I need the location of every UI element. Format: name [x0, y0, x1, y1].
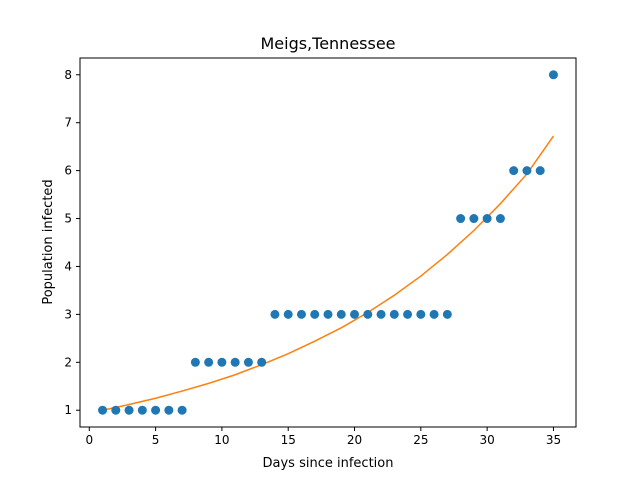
data-point: [164, 405, 174, 415]
x-tick-label: 30: [480, 433, 495, 447]
data-point: [522, 166, 532, 176]
data-point: [350, 309, 360, 319]
data-point: [416, 309, 426, 319]
axes-frame: [79, 57, 577, 428]
data-point: [509, 166, 519, 176]
x-tick-label: 0: [85, 433, 93, 447]
data-point: [190, 357, 200, 367]
data-point: [403, 309, 413, 319]
data-point: [111, 405, 121, 415]
data-point: [257, 357, 267, 367]
data-point: [230, 357, 240, 367]
x-tick-label: 15: [281, 433, 296, 447]
x-tick-label: 35: [546, 433, 561, 447]
data-point: [283, 309, 293, 319]
x-tick-label: 5: [152, 433, 160, 447]
data-point: [482, 214, 492, 224]
data-point: [429, 309, 439, 319]
data-point: [336, 309, 346, 319]
data-point: [469, 214, 479, 224]
data-point: [376, 309, 386, 319]
data-point: [177, 405, 187, 415]
x-tick-label: 25: [413, 433, 428, 447]
x-axis-label: Days since infection: [263, 456, 394, 471]
data-point: [296, 309, 306, 319]
y-axis-label: Population infected: [41, 179, 56, 304]
data-point: [442, 309, 452, 319]
data-point: [137, 405, 147, 415]
y-tick-label: 5: [64, 212, 72, 226]
data-point: [98, 405, 108, 415]
data-point: [217, 357, 227, 367]
y-tick-label: 7: [64, 116, 72, 130]
x-axis: 0 5 10 15 20 25 30 35: [85, 427, 561, 447]
data-point: [204, 357, 214, 367]
data-point: [389, 309, 399, 319]
data-point: [535, 166, 545, 176]
x-tick-label: 20: [347, 433, 362, 447]
data-point: [270, 309, 280, 319]
data-point: [363, 309, 373, 319]
y-tick-label: 1: [64, 403, 72, 417]
y-axis: 1 2 3 4 5 6 7 8: [64, 68, 80, 417]
x-tick-label: 10: [214, 433, 229, 447]
y-tick-label: 4: [64, 259, 72, 273]
data-point: [243, 357, 253, 367]
y-tick-label: 2: [64, 355, 72, 369]
y-tick-label: 3: [64, 307, 72, 321]
data-point: [548, 70, 558, 80]
data-point: [310, 309, 320, 319]
plot-area: [98, 70, 558, 415]
data-point: [495, 214, 505, 224]
y-tick-label: 6: [64, 164, 72, 178]
fit-curve: [102, 135, 555, 411]
data-point: [323, 309, 333, 319]
y-tick-label: 8: [64, 68, 72, 82]
data-point: [124, 405, 134, 415]
data-point: [151, 405, 161, 415]
chart-title: Meigs,Tennessee: [260, 34, 395, 53]
data-point: [456, 214, 466, 224]
